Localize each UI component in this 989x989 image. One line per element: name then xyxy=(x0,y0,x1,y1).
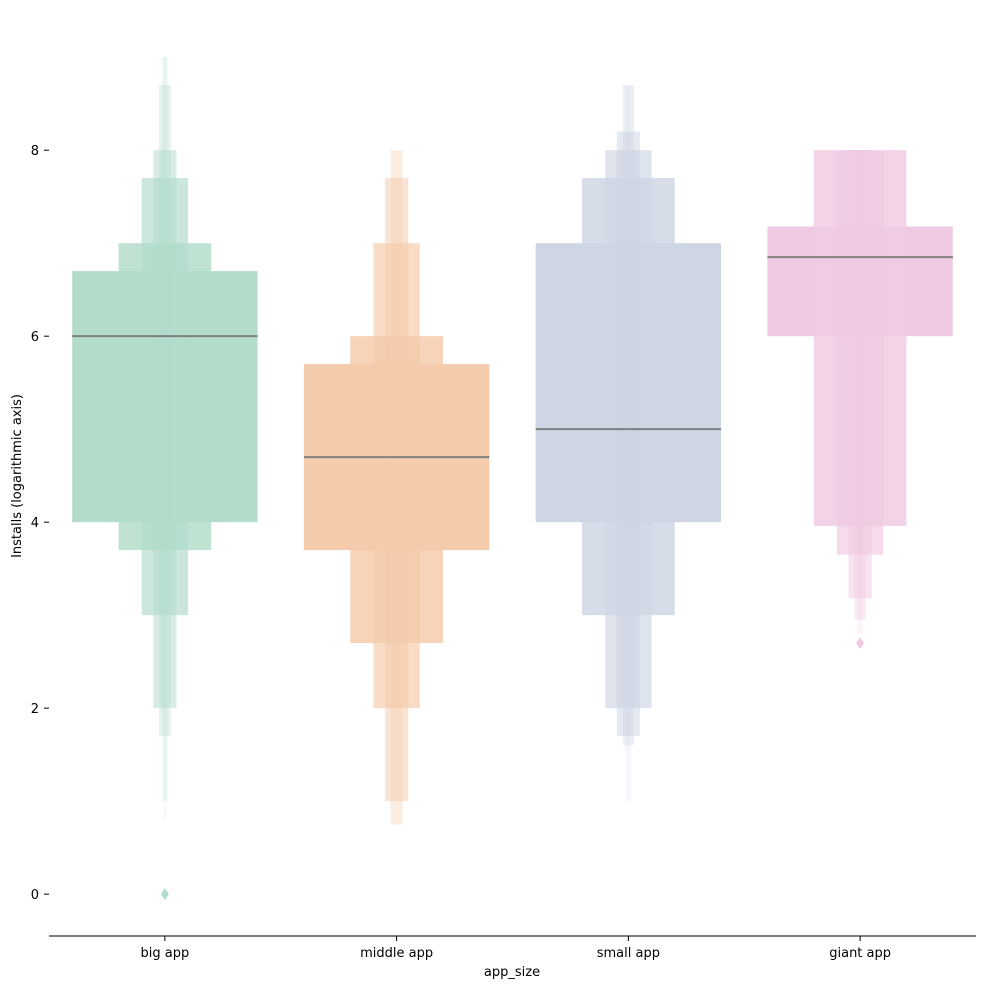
boxen-level-box xyxy=(857,150,864,634)
x-tick-label: giant app xyxy=(829,946,891,961)
y-tick-label: 8 xyxy=(31,144,39,159)
y-tick-label: 4 xyxy=(31,516,39,531)
x-tick-label: small app xyxy=(597,946,660,961)
x-axis-title: app_size xyxy=(484,965,540,980)
y-axis: 0 2 4 6 8 xyxy=(31,144,49,903)
boxen-level-box xyxy=(854,150,866,620)
boxen-group-big-app xyxy=(72,57,258,901)
y-axis-title: Installs (logarithmic axis) xyxy=(10,394,25,558)
y-tick-label: 2 xyxy=(31,702,39,717)
boxen-level-box xyxy=(848,150,872,599)
boxen-level-box xyxy=(153,150,177,709)
plot-area xyxy=(72,57,953,901)
y-tick-label: 0 xyxy=(31,888,39,903)
x-tick-label: middle app xyxy=(360,946,433,961)
boxen-level-box xyxy=(385,178,409,802)
boxen-level-box xyxy=(622,85,635,746)
boxen-level-box xyxy=(390,150,403,825)
boxen-level-box xyxy=(625,85,632,802)
boxen-group-middle-app xyxy=(303,150,490,825)
boxen-group-small-app xyxy=(535,85,722,802)
boxen-level-box xyxy=(616,131,640,737)
boxen-level-box xyxy=(159,85,171,737)
boxen-level-box xyxy=(161,57,168,802)
boxen-group-giant-app xyxy=(767,150,953,650)
boxen-level-box xyxy=(163,57,167,820)
outlier-point xyxy=(160,888,169,901)
x-axis: big app middle app small app giant app xyxy=(49,935,976,961)
outlier-point xyxy=(856,637,865,650)
x-tick-label: big app xyxy=(141,946,190,961)
y-tick-label: 6 xyxy=(31,330,39,345)
